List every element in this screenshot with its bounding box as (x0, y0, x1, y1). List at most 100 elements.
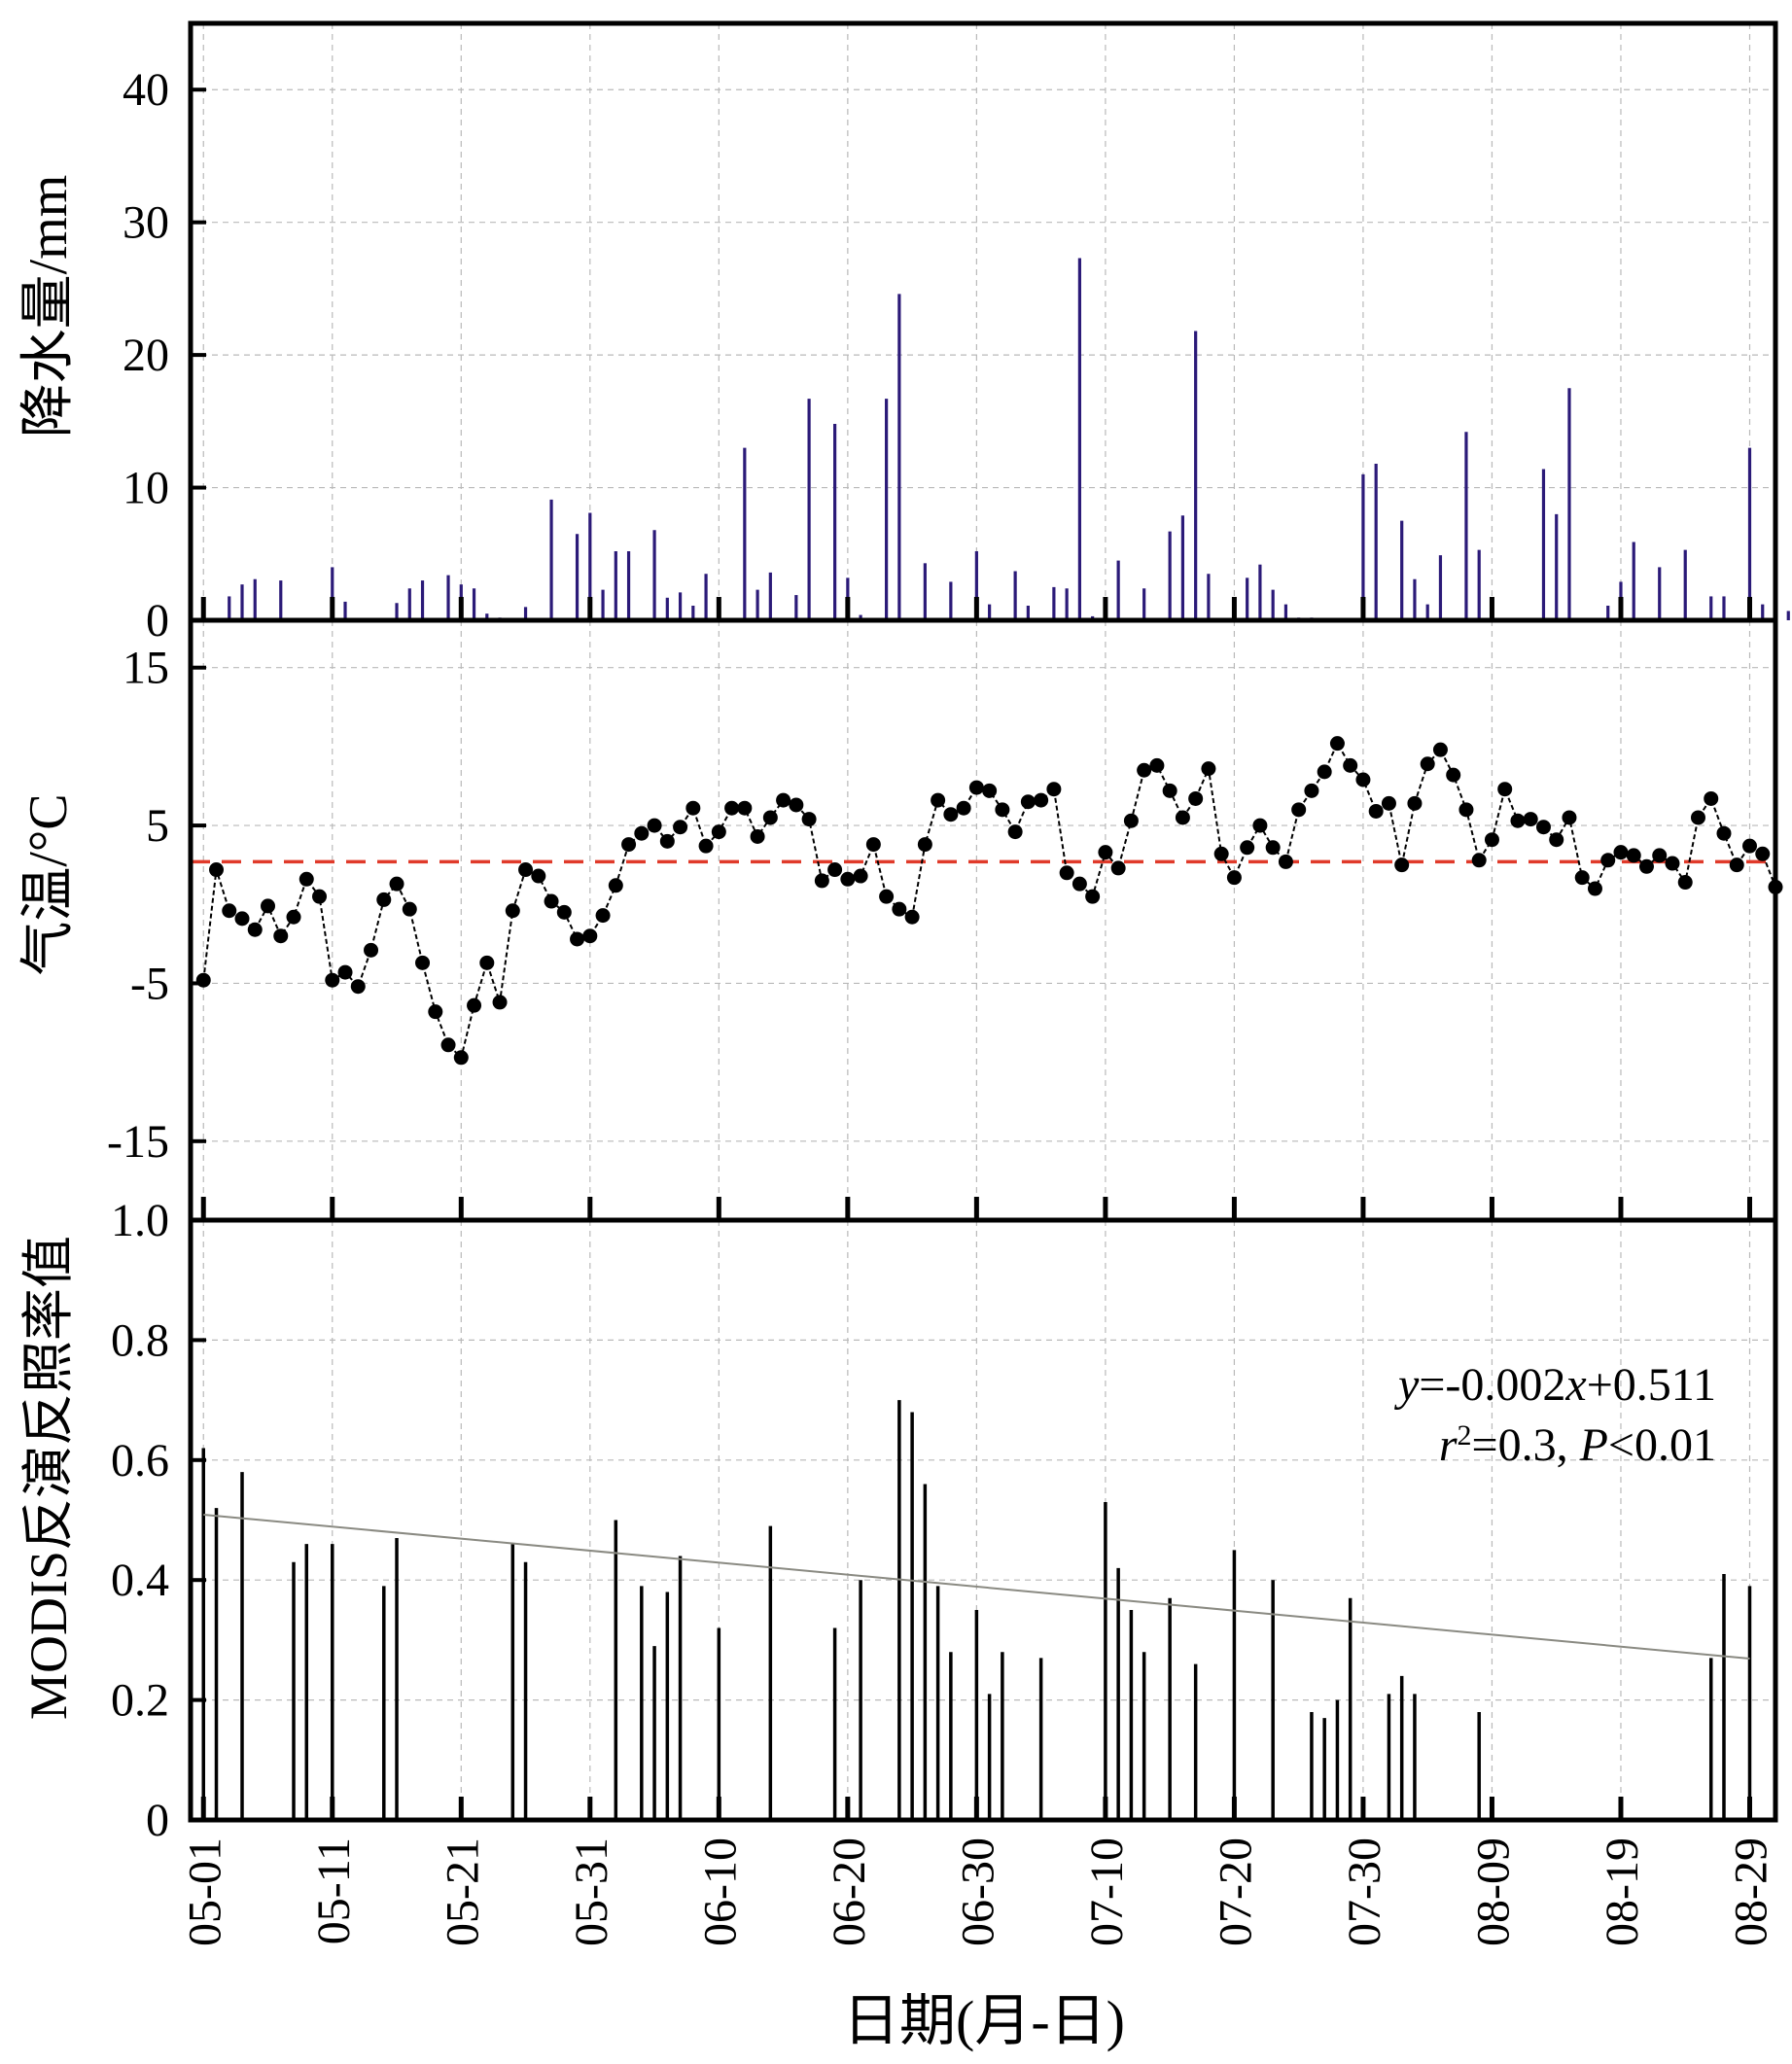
regression-annotation-2: r2=0.3, P<0.01 (1439, 1419, 1716, 1472)
temperature-point (1600, 853, 1616, 868)
temperature-point (518, 862, 534, 878)
temperature-point (1175, 810, 1190, 825)
temperature-point (1574, 870, 1590, 886)
temperature-point (1420, 756, 1435, 772)
temperature-point (1059, 865, 1074, 881)
albedo-panel: y=-0.002x+0.511 r2=0.3, P<0.01 (201, 1359, 1752, 1820)
temperature-point (1484, 832, 1499, 848)
x-tick-label: 05-21 (437, 1837, 488, 1946)
temperature-point (1613, 845, 1629, 860)
annotation-segment: r (1439, 1419, 1458, 1471)
temperature-point (286, 909, 301, 925)
temperature-point (1007, 824, 1023, 840)
temperature-point (1394, 857, 1410, 873)
temperature-point (428, 1004, 443, 1020)
temperature-point (1446, 767, 1461, 783)
temperature-point (325, 972, 340, 988)
y-tick-label: 1.0 (111, 1195, 169, 1246)
x-tick-label: 08-19 (1597, 1837, 1648, 1946)
temperature-point (1343, 757, 1358, 773)
temperature-point (195, 972, 211, 988)
temperature-point (724, 800, 740, 816)
y-tick-label: 0 (146, 1795, 169, 1846)
temperature-point (659, 833, 675, 849)
temperature-point (247, 922, 263, 937)
temperature-point (879, 889, 895, 904)
y-tick-label: 0.6 (111, 1435, 169, 1487)
temperature-point (943, 807, 959, 822)
temperature-point (544, 893, 559, 909)
annotation-segment: =-0.002 (1419, 1359, 1565, 1411)
temperature-point (505, 903, 520, 919)
temperature-point (1278, 854, 1293, 869)
temperature-point (1549, 832, 1564, 848)
temperature-point (1755, 846, 1771, 861)
annotation-segment: <0.01 (1608, 1419, 1716, 1471)
x-tick-label: 05-01 (179, 1837, 230, 1946)
temperature-point (1626, 848, 1641, 863)
y-tick-label: 0.2 (111, 1675, 169, 1727)
temperature-point (1716, 825, 1732, 841)
x-tick-label: 06-20 (824, 1837, 875, 1946)
temperature-point (1123, 813, 1139, 828)
temperature-point (222, 903, 237, 919)
temperature-point (582, 928, 598, 944)
temperature-point (814, 873, 829, 889)
temperature-point (840, 871, 856, 887)
temperature-point (1741, 838, 1757, 854)
temperature-point (892, 901, 907, 917)
temperature-point (415, 955, 431, 970)
temperature-point (698, 838, 714, 854)
annotation-segment: x (1564, 1359, 1586, 1411)
temperature-point (595, 908, 611, 924)
precipitation-panel (228, 258, 1790, 620)
temperature-point (1162, 783, 1177, 798)
temperature-point (312, 889, 328, 904)
temperature-point (1587, 881, 1602, 896)
x-axis-title: 日期(月-日) (843, 1989, 1125, 2052)
temperature-point (467, 997, 482, 1013)
temperature-point (634, 825, 650, 841)
temperature-point (261, 898, 276, 914)
temperature-point (299, 871, 314, 887)
temperature-point (1304, 783, 1319, 798)
temperature-point (402, 901, 417, 917)
temperature-point (1497, 782, 1513, 797)
temperature-point (776, 792, 791, 808)
x-tick-label: 06-30 (952, 1837, 1003, 1946)
x-tick-label: 08-29 (1725, 1837, 1776, 1946)
y-tick-label: 40 (123, 64, 169, 116)
temperature-point (1471, 853, 1487, 868)
temperature-point (621, 837, 637, 853)
temperature-point (737, 800, 753, 816)
regression-annotation-1: y=-0.002x+0.511 (1393, 1359, 1716, 1411)
temperature-point (968, 780, 984, 795)
temperature-point (685, 800, 701, 816)
temperature-point (1085, 889, 1101, 904)
temperature-point (982, 783, 998, 798)
temperature-point (608, 878, 623, 893)
precipitation-y-axis-title: 降水量/mm (18, 175, 79, 438)
annotation-segment: +0.511 (1587, 1359, 1716, 1411)
y-tick-label: 20 (123, 330, 169, 381)
temperature-point (1046, 782, 1062, 797)
temperature-point (1149, 757, 1165, 773)
albedo-y-axis-title: MODIS反演反照率值 (19, 1236, 78, 1720)
annotation-segment: y (1393, 1359, 1420, 1411)
temperature-point (1213, 846, 1229, 861)
temperature-point (1407, 795, 1423, 811)
y-tick-label: -5 (130, 958, 169, 1009)
temperature-point (1098, 845, 1113, 860)
temperature-point (956, 800, 971, 816)
temperature-point (917, 837, 932, 853)
y-tick-label: 5 (146, 800, 169, 852)
temperature-point (750, 828, 765, 844)
temperature-point (789, 797, 804, 813)
y-tick-label: 0.8 (111, 1314, 169, 1366)
temperature-point (1317, 764, 1332, 780)
temperature-point (234, 911, 250, 927)
temperature-point (1704, 790, 1719, 806)
temperature-y-axis-title: 气温/°C (18, 793, 79, 975)
albedo-trendline (203, 1513, 1750, 1661)
